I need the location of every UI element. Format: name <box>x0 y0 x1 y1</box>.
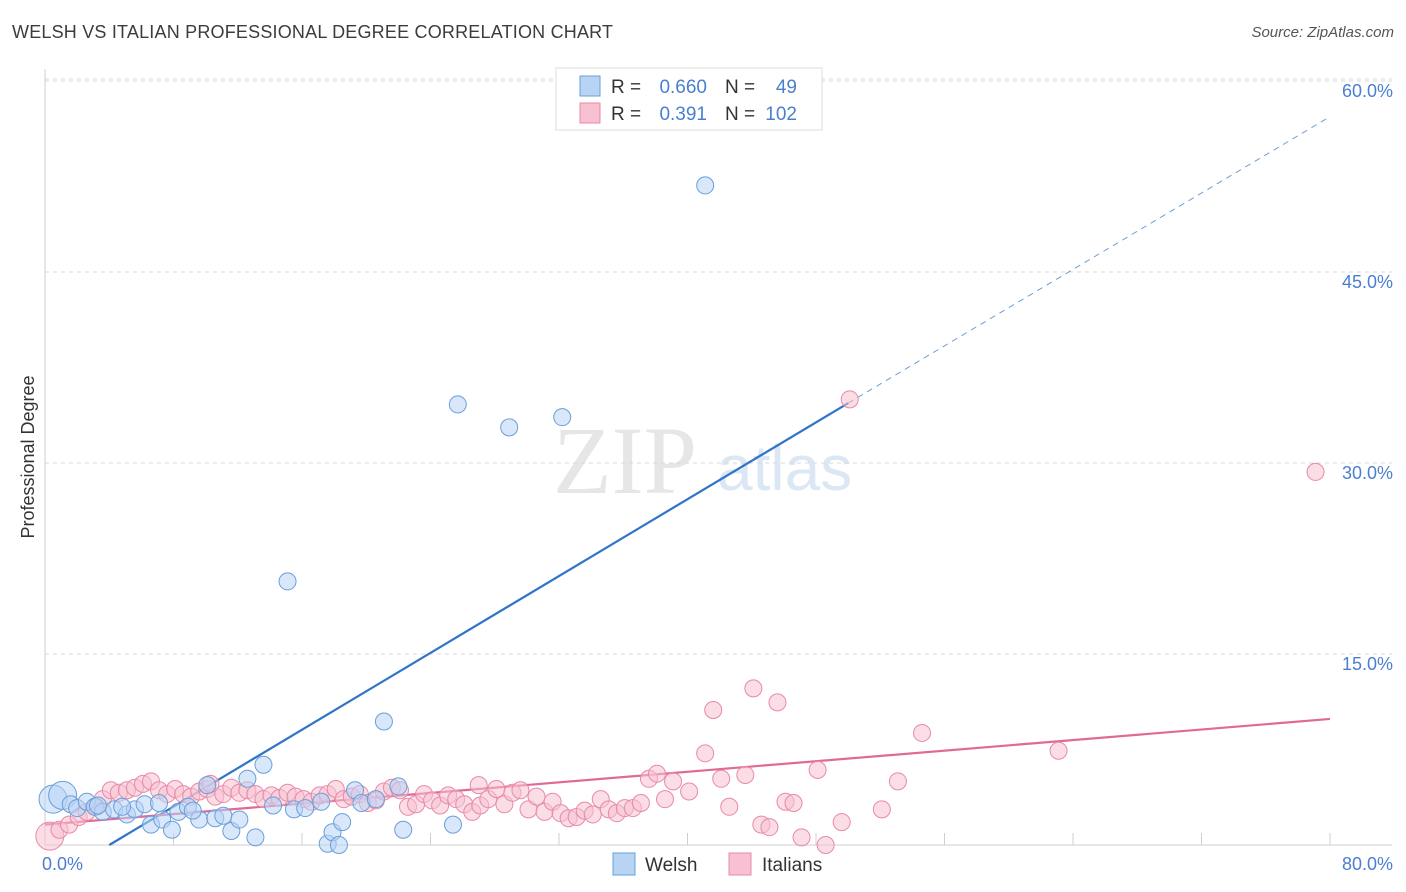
y-tick-label: 30.0% <box>1342 463 1393 483</box>
italian-point <box>527 787 546 806</box>
italian-point <box>736 765 755 784</box>
italian-point <box>744 679 763 698</box>
welsh-trendline <box>108 402 849 846</box>
welsh-point <box>162 820 181 839</box>
legend-r-value: 0.660 <box>659 77 707 98</box>
y-tick-label: 45.0% <box>1342 272 1393 292</box>
italian-point <box>647 764 666 783</box>
welsh-point <box>448 395 467 414</box>
welsh-point <box>89 796 108 815</box>
welsh-point <box>198 776 217 795</box>
italian-point <box>832 813 851 832</box>
italian-point <box>872 800 891 819</box>
italian-point <box>760 818 779 837</box>
italian-point <box>487 779 506 798</box>
welsh-point <box>374 712 393 731</box>
legend-r-label: R = <box>611 104 641 125</box>
welsh-point <box>366 790 385 809</box>
bottom-legend: Welsh Italians <box>612 852 822 876</box>
welsh-point <box>312 792 331 811</box>
italian-point <box>664 772 683 791</box>
legend-n-value: 49 <box>776 77 797 98</box>
welsh-point <box>443 815 462 834</box>
legend-r-value: 0.391 <box>659 104 707 125</box>
welsh-point <box>278 572 297 591</box>
y-axis-label: Professional Degree <box>18 375 38 538</box>
welsh-point <box>183 801 202 820</box>
italian-point <box>680 782 699 801</box>
bottom-legend-label-welsh: Welsh <box>645 855 697 876</box>
legend-n-label: N = <box>725 104 755 125</box>
legend-n-label: N = <box>725 77 755 98</box>
welsh-point <box>150 793 169 812</box>
y-tick-label: 15.0% <box>1342 654 1393 674</box>
bottom-legend-swatch-welsh <box>612 852 636 876</box>
italian-point <box>816 836 835 854</box>
italian-point <box>712 769 731 788</box>
italian-point <box>792 828 811 847</box>
italian-point <box>696 744 715 763</box>
welsh-point <box>113 797 132 816</box>
italian-point <box>1306 462 1325 481</box>
welsh-point <box>296 799 315 818</box>
italian-point <box>583 805 602 824</box>
welsh-point <box>264 796 283 815</box>
watermark: ZIP atlas <box>553 407 852 514</box>
welsh-point <box>214 806 233 825</box>
welsh-point <box>246 828 265 847</box>
legend-box: R = 0.660 N = 49 R = 0.391 N = 102 <box>555 67 823 131</box>
italian-point <box>704 701 723 720</box>
x-tick-label: 0.0% <box>42 854 83 874</box>
bottom-legend-label-italians: Italians <box>762 855 822 876</box>
italian-point <box>888 772 907 791</box>
welsh-point <box>333 813 352 832</box>
welsh-point <box>394 820 413 839</box>
welsh-point <box>238 769 257 788</box>
welsh-point <box>254 755 273 774</box>
welsh-point <box>696 176 715 195</box>
italian-point <box>840 390 859 409</box>
italian-point <box>913 723 932 742</box>
italian-point <box>768 693 787 712</box>
legend-swatch-welsh <box>579 75 601 97</box>
italian-trendline <box>44 717 1331 826</box>
italian-point <box>720 797 739 816</box>
legend-r-label: R = <box>611 77 641 98</box>
welsh-point <box>553 408 572 427</box>
italian-point <box>469 776 488 795</box>
welsh-point <box>329 836 348 854</box>
italian-point <box>656 790 675 809</box>
welsh-point <box>230 810 249 829</box>
italian-point <box>511 781 530 800</box>
italian-point <box>784 793 803 812</box>
legend-n-value: 102 <box>765 104 797 125</box>
watermark-atlas: atlas <box>717 432 852 504</box>
y-tick-label: 60.0% <box>1342 81 1393 101</box>
chart-title: WELSH VS ITALIAN PROFESSIONAL DEGREE COR… <box>12 22 614 42</box>
welsh-trendline-extension <box>847 116 1331 404</box>
watermark-zip: ZIP <box>553 407 697 514</box>
italian-point <box>631 793 650 812</box>
welsh-point <box>389 777 408 796</box>
bottom-legend-swatch-italians <box>728 852 752 876</box>
source-label: Source: ZipAtlas.com <box>1251 24 1394 41</box>
x-tick-label: 80.0% <box>1342 854 1393 874</box>
italian-point <box>1049 741 1068 760</box>
welsh-point <box>500 418 519 437</box>
italian-point <box>808 760 827 779</box>
legend-swatch-italian <box>579 102 601 124</box>
